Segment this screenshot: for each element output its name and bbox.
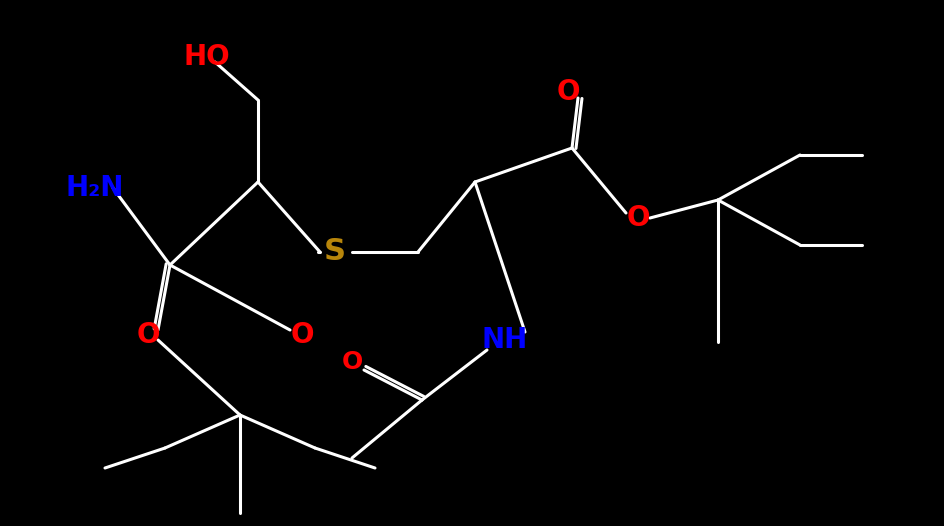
Text: O: O [556, 78, 580, 106]
Text: NH: NH [481, 326, 528, 354]
Text: O: O [626, 204, 649, 232]
Text: O: O [136, 321, 160, 349]
Text: O: O [342, 350, 362, 374]
Text: O: O [290, 321, 313, 349]
Text: S: S [324, 238, 346, 267]
Text: HO: HO [183, 43, 229, 71]
Text: H₂N: H₂N [65, 174, 124, 202]
